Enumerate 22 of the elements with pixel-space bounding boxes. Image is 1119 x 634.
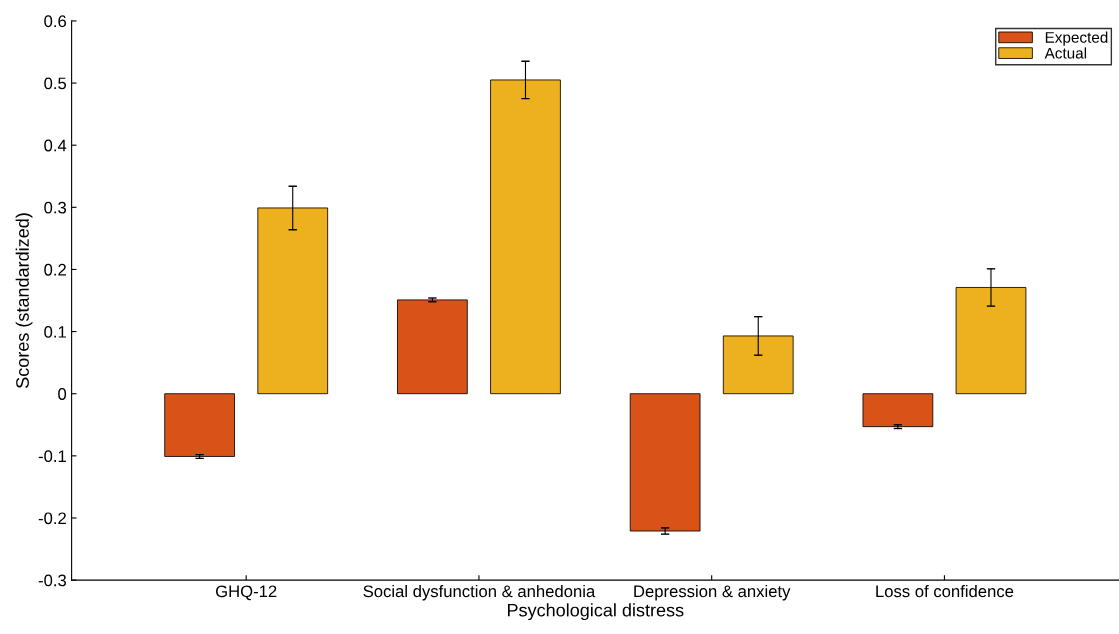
bar [862,393,934,428]
bar [164,393,235,457]
y-tick-label: 0 [58,388,67,400]
x-tick-label: GHQ-12 [215,585,277,601]
y-tick-label: 0.2 [44,263,66,276]
bar [397,299,468,395]
y-tick-label: 0.3 [44,201,67,214]
x-axis-title: Psychological distress [507,603,684,621]
y-tick-label: 0.4 [44,139,67,152]
y-tick-label: -0.1 [38,450,66,463]
legend-label: Actual [1044,47,1087,59]
bar [629,393,701,532]
y-tick-label: 0.1 [44,325,66,338]
x-tick-label: Social dysfunction & anhedonia [363,584,596,601]
y-tick-label: 0.5 [44,77,67,90]
y-tick-label: -0.2 [38,512,66,525]
x-tick-label: Loss of confidence [876,584,1014,598]
x-tick-label: Depression & anxiety [634,584,791,601]
legend-label: Expected [1045,31,1108,46]
y-axis-title: Scores (standardized) [15,213,33,388]
y-tick-label: 0.6 [44,15,67,28]
y-tick-label: -0.3 [38,574,67,587]
